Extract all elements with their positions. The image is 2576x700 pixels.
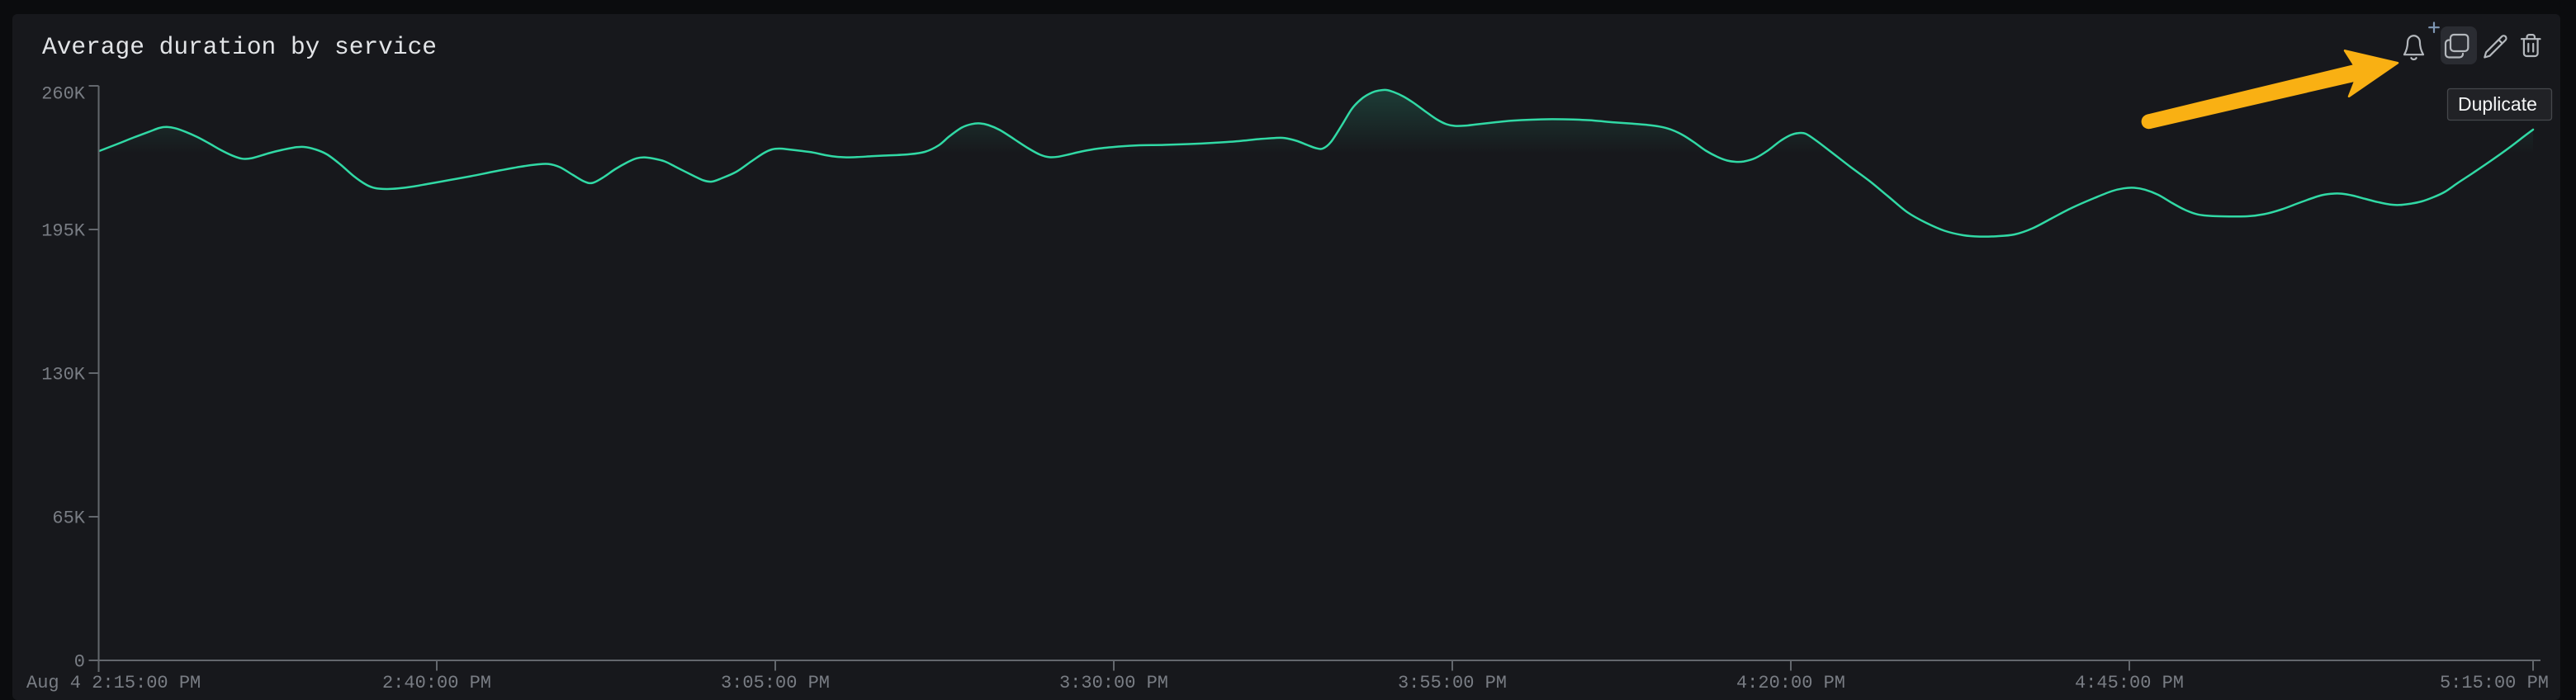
svg-text:3:30:00 PM: 3:30:00 PM <box>1059 673 1168 693</box>
svg-text:4:45:00 PM: 4:45:00 PM <box>2075 673 2184 693</box>
svg-text:2:40:00 PM: 2:40:00 PM <box>382 673 491 693</box>
svg-text:130K: 130K <box>41 365 86 385</box>
svg-text:3:05:00 PM: 3:05:00 PM <box>721 673 830 693</box>
svg-text:Duplicate: Duplicate <box>2458 93 2537 115</box>
svg-text:3:55:00 PM: 3:55:00 PM <box>1398 673 1507 693</box>
svg-text:260K: 260K <box>41 84 86 105</box>
svg-text:Average duration by service: Average duration by service <box>42 33 437 61</box>
svg-text:0: 0 <box>74 652 85 673</box>
svg-text:Aug 4 2:15:00 PM: Aug 4 2:15:00 PM <box>26 673 201 693</box>
svg-text:5:15:00 PM: 5:15:00 PM <box>2440 673 2549 693</box>
svg-text:65K: 65K <box>52 508 85 529</box>
svg-text:4:20:00 PM: 4:20:00 PM <box>1736 673 1845 693</box>
svg-text:195K: 195K <box>41 221 86 242</box>
